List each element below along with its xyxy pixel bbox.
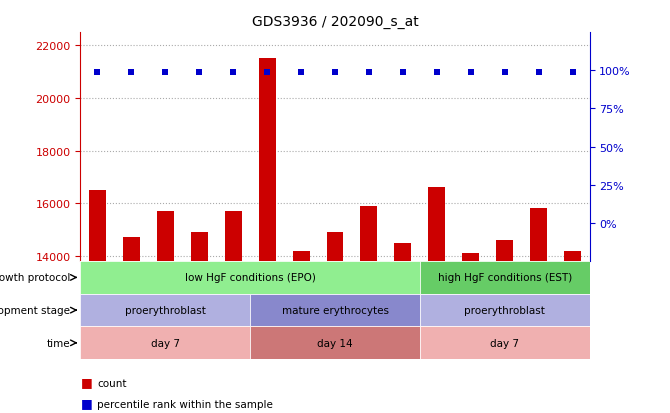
Bar: [123, 238, 140, 261]
Title: GDS3936 / 202090_s_at: GDS3936 / 202090_s_at: [252, 15, 418, 29]
Bar: [259, 59, 275, 261]
Point: [228, 69, 239, 76]
Point: [397, 69, 408, 76]
Bar: [293, 251, 310, 261]
Text: growth protocol: growth protocol: [0, 273, 70, 283]
Text: development stage: development stage: [0, 305, 70, 316]
Text: low HgF conditions (EPO): low HgF conditions (EPO): [185, 273, 316, 283]
Bar: [191, 233, 208, 261]
Text: high HgF conditions (EST): high HgF conditions (EST): [438, 273, 572, 283]
Bar: [89, 190, 106, 261]
Bar: [326, 233, 344, 261]
Text: ■: ■: [80, 396, 92, 409]
Text: day 7: day 7: [151, 338, 180, 348]
Bar: [157, 211, 174, 261]
Bar: [80, 327, 250, 359]
Text: day 7: day 7: [490, 338, 519, 348]
Point: [330, 69, 340, 76]
Bar: [250, 327, 420, 359]
Bar: [395, 243, 411, 261]
Point: [92, 69, 103, 76]
Point: [126, 69, 137, 76]
Text: time: time: [47, 338, 70, 348]
Bar: [80, 261, 420, 294]
Bar: [428, 188, 446, 261]
Bar: [420, 327, 590, 359]
Text: ■: ■: [80, 375, 92, 388]
Text: proerythroblast: proerythroblast: [464, 305, 545, 316]
Point: [431, 69, 442, 76]
Bar: [530, 209, 547, 261]
Bar: [462, 254, 479, 261]
Bar: [564, 251, 581, 261]
Bar: [250, 294, 420, 327]
Point: [499, 69, 510, 76]
Bar: [80, 294, 250, 327]
Text: count: count: [97, 378, 127, 388]
Bar: [224, 211, 242, 261]
Point: [533, 69, 544, 76]
Point: [295, 69, 306, 76]
Text: percentile rank within the sample: percentile rank within the sample: [97, 399, 273, 409]
Point: [262, 69, 273, 76]
Text: mature erythrocytes: mature erythrocytes: [281, 305, 389, 316]
Point: [567, 69, 578, 76]
Bar: [420, 261, 590, 294]
Point: [160, 69, 171, 76]
Bar: [360, 206, 377, 261]
Point: [364, 69, 375, 76]
Bar: [496, 240, 513, 261]
Point: [194, 69, 204, 76]
Text: proerythroblast: proerythroblast: [125, 305, 206, 316]
Text: day 14: day 14: [317, 338, 353, 348]
Bar: [420, 294, 590, 327]
Point: [466, 69, 476, 76]
